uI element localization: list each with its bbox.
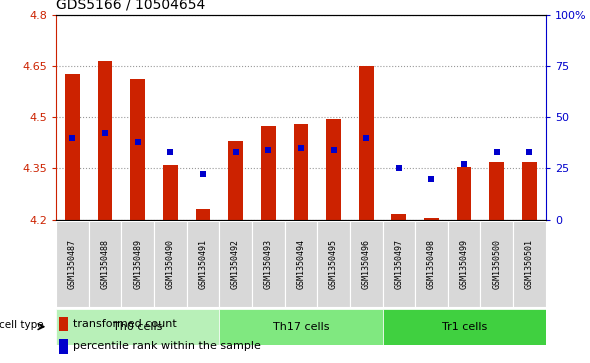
Text: GSM1350493: GSM1350493 [264, 239, 273, 289]
Bar [219, 221, 252, 307]
Bar [154, 221, 186, 307]
Bar [490, 162, 504, 220]
Text: GSM1350500: GSM1350500 [492, 239, 502, 289]
Point [166, 149, 175, 155]
Text: GSM1350501: GSM1350501 [525, 239, 534, 289]
Point [492, 149, 502, 155]
Bar [228, 141, 243, 220]
Point [394, 166, 404, 171]
Text: Th17 cells: Th17 cells [273, 322, 329, 332]
Text: GSM1350487: GSM1350487 [68, 239, 77, 289]
Text: cell type: cell type [0, 320, 44, 330]
Point [264, 147, 273, 153]
Bar [98, 61, 112, 220]
Bar [382, 221, 415, 307]
Bar [480, 221, 513, 307]
Bar [382, 309, 546, 345]
Bar [317, 221, 350, 307]
Bar [326, 119, 341, 220]
Point [133, 139, 142, 144]
Point [362, 135, 371, 140]
Bar [448, 221, 480, 307]
Text: GSM1350497: GSM1350497 [394, 239, 404, 289]
Bar [261, 126, 276, 220]
Bar [424, 218, 439, 220]
Bar [252, 221, 284, 307]
Bar [392, 215, 406, 220]
Text: GSM1350496: GSM1350496 [362, 239, 371, 289]
Text: GSM1350490: GSM1350490 [166, 239, 175, 289]
Point [460, 161, 469, 167]
Bar [196, 209, 210, 220]
Bar [219, 309, 382, 345]
Text: GSM1350495: GSM1350495 [329, 239, 338, 289]
Point [427, 176, 436, 182]
Bar [60, 339, 68, 354]
Bar [186, 221, 219, 307]
Text: GSM1350499: GSM1350499 [460, 239, 468, 289]
Point [231, 149, 240, 155]
Bar [65, 74, 80, 220]
Bar [522, 162, 537, 220]
Text: transformed count: transformed count [73, 319, 177, 329]
Text: GSM1350491: GSM1350491 [198, 239, 208, 289]
Bar [294, 124, 308, 220]
Text: GSM1350498: GSM1350498 [427, 239, 436, 289]
Bar [350, 221, 382, 307]
Text: Th0 cells: Th0 cells [113, 322, 162, 332]
Bar [513, 221, 546, 307]
Text: GSM1350492: GSM1350492 [231, 239, 240, 289]
Bar [56, 221, 88, 307]
Text: GSM1350488: GSM1350488 [100, 239, 110, 289]
Text: GSM1350494: GSM1350494 [296, 239, 306, 289]
Bar [457, 167, 471, 220]
Point [296, 145, 306, 151]
Point [198, 172, 208, 178]
Text: percentile rank within the sample: percentile rank within the sample [73, 341, 261, 351]
Point [329, 147, 338, 153]
Bar [415, 221, 448, 307]
Text: Tr1 cells: Tr1 cells [441, 322, 487, 332]
Point [525, 149, 534, 155]
Point [100, 131, 110, 136]
Text: GDS5166 / 10504654: GDS5166 / 10504654 [56, 0, 205, 12]
Bar [284, 221, 317, 307]
Text: GSM1350489: GSM1350489 [133, 239, 142, 289]
Point [68, 135, 77, 140]
Bar [60, 317, 68, 331]
Bar [359, 66, 373, 220]
Bar [88, 221, 122, 307]
Bar [163, 165, 178, 220]
Bar [122, 221, 154, 307]
Bar [56, 309, 219, 345]
Bar [130, 79, 145, 220]
